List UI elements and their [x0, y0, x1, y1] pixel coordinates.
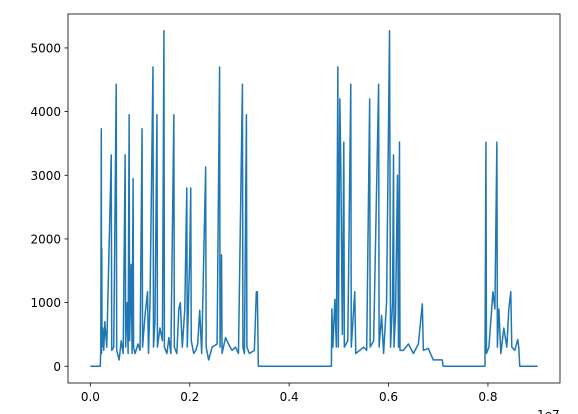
y-tick-label: 5000 [30, 41, 61, 55]
y-tick-label: 4000 [30, 105, 61, 119]
x-tick-label: 0.2 [180, 390, 199, 404]
x-tick-label: 0.8 [478, 390, 497, 404]
y-tick-label: 1000 [30, 296, 61, 310]
x-tick-label: 0.4 [280, 390, 299, 404]
plot-frame [67, 13, 561, 384]
data-line [90, 29, 538, 368]
x-tick-label: 0.0 [81, 390, 100, 404]
x-offset-label: 1e7 [537, 408, 560, 414]
y-tick-label: 0 [53, 360, 61, 374]
y-tick-label: 2000 [30, 232, 61, 246]
x-tick-label: 0.6 [379, 390, 398, 404]
y-tick-label: 3000 [30, 169, 61, 183]
